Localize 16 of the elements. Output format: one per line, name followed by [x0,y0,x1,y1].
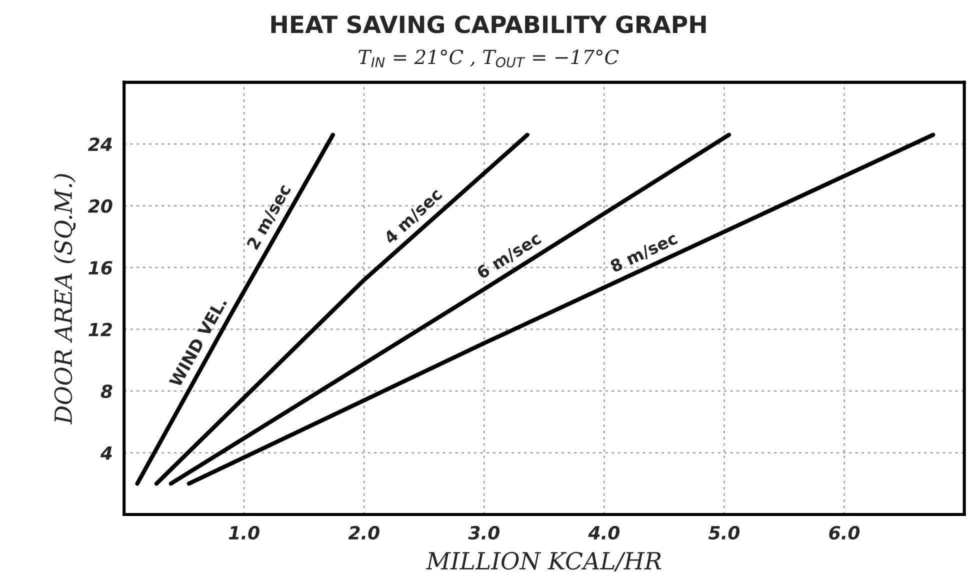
x-tick-label: 6.0 [829,526,860,540]
x-tick-label: 3.0 [468,526,500,540]
y-axis-title: DOOR AREA (SQ.M.) [54,174,76,425]
y-tick-label: 8 [100,384,112,398]
y-tick-label: 12 [88,322,112,336]
chart-subtitle: T$_{IN}$ = 21°C , T$_{OUT}$ = −17°C [358,50,619,68]
y-tick-label: 20 [88,199,112,213]
y-tick-label: 16 [88,261,112,275]
y-tick-label: 24 [88,138,112,151]
x-tick-label: 2.0 [348,526,380,540]
x-tick-label: 5.0 [708,526,740,540]
x-tick-label: 4.0 [588,526,620,540]
chart-title: HEAT SAVING CAPABILITY GRAPH [271,15,706,34]
y-tick-label: 4 [100,446,112,460]
x-tick-label: 1.0 [228,526,260,540]
x-axis-title: MILLION KCAL/HR [426,552,662,572]
